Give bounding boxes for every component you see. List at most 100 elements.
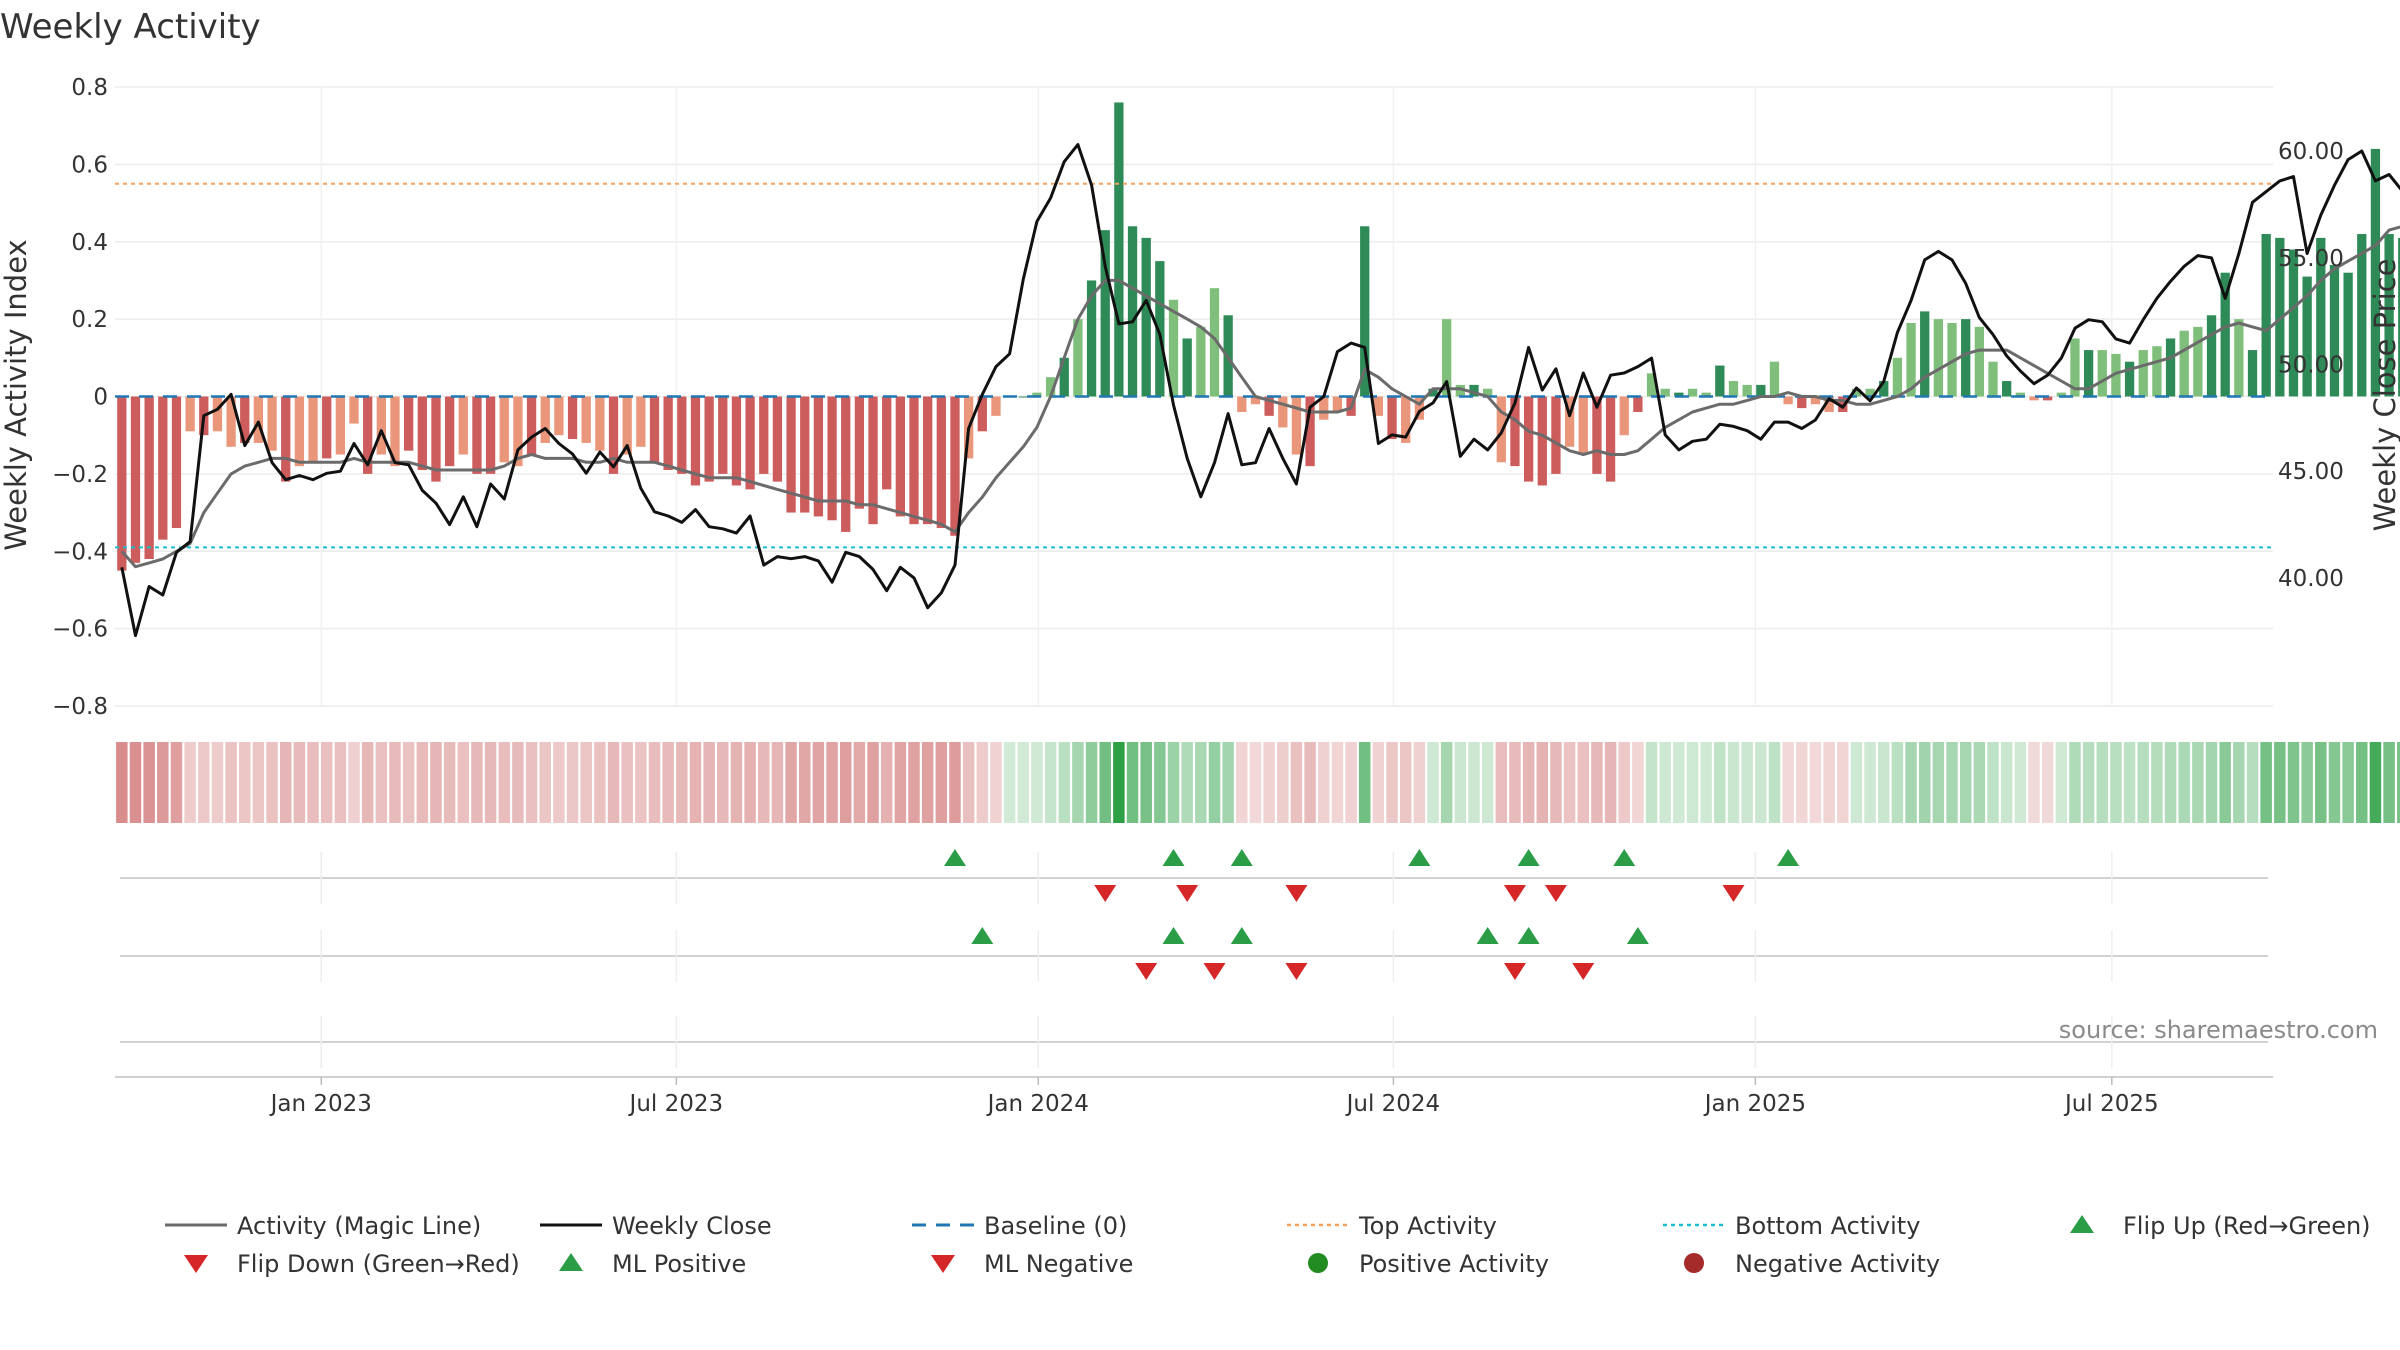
activity-bar [1756,384,1766,397]
activity-bar [595,396,605,451]
activity-bar [1578,396,1588,455]
activity-bar [1278,396,1288,428]
activity-bar [813,396,824,517]
y2-tick-label: 45.00 [2278,459,2344,485]
heat-strip-cell [1987,742,1999,823]
activity-bar [2384,234,2394,397]
heat-strip-cell [239,742,251,823]
activity-bar [1974,326,1984,397]
heat-strip-cell [648,742,661,823]
y2-tick-label: 60.00 [2278,139,2344,165]
activity-bar [322,396,332,459]
heat-strip-cell [607,742,620,823]
activity-bar [1920,311,1930,397]
heat-strip-cell [129,742,142,823]
legend-item: ML Negative [931,1250,1133,1278]
heat-strip-cell [1782,742,1794,823]
heat-strip-cell [143,742,155,823]
heat-strip-cell [553,742,565,823]
heat-strip-cell [2342,742,2354,823]
heat-strip-cell [2287,742,2300,823]
heat-strip-cell [2397,742,2400,823]
legend-label: Bottom Activity [1735,1212,1920,1240]
activity-bar [1551,396,1561,474]
heat-strip-cell [1031,742,1043,823]
x-tick-label: Jan 2025 [1703,1091,1806,1117]
ml-negative-marker [1203,963,1226,980]
heat-strip-cell [1618,742,1630,823]
heat-strip-cell [771,742,784,823]
heat-strip-cell [921,742,934,823]
activity-bar [1414,396,1425,420]
heat-strip-cell [594,742,606,823]
heat-strip-cell [1522,742,1535,823]
heat-strip-cell [635,742,647,823]
heat-strip-cell [1973,742,1986,823]
heat-strip-cell [334,742,347,823]
activity-bar [827,396,837,521]
heat-strip-cell [1550,742,1562,823]
flip-down-marker [1285,885,1308,902]
heat-strip-cell [293,742,306,823]
ml-positive-marker [1626,927,1649,944]
heat-strip-cell [1632,742,1644,823]
activity-bar [1674,392,1684,397]
activity-bar [130,396,141,563]
heat-strip-cell [2151,742,2163,823]
heat-strip-cell [2260,742,2272,823]
heat-strip-cell [2383,742,2395,823]
legend-item: Negative Activity [1684,1250,1940,1278]
activity-bar [431,396,441,482]
heat-strip-cell [1372,742,1385,823]
activity-bar [1906,322,1916,397]
activity-bar [2316,237,2326,397]
activity-bar [718,396,728,474]
heat-strip-cell [1195,742,1207,823]
activity-bar [1728,381,1739,397]
heat-strip-cell [1399,742,1412,823]
x-axis: Jan 2023 Jul 2023 Jan 2024 Jul 2024 Jan 2025… [115,1076,2273,1117]
activity-bar [567,396,578,440]
activity-bar [1769,361,1780,397]
activity-bar [745,396,755,490]
activity-bar [1127,226,1138,397]
legend-item: Top Activity [1287,1212,1497,1240]
heat-strip-cell [2069,742,2081,823]
heat-strip-cell [211,742,224,823]
y-axis-ticks: 0.8 0.6 0.4 0.2 0 −0.2 −0.4 −0.6 −0.8 [52,75,108,720]
heat-strip-cell [1918,742,1931,823]
heat-strip-cell [894,742,907,823]
heat-strip-cell [2178,742,2190,823]
heat-strip-cell [2082,742,2095,823]
activity-heat-strip [116,742,2400,823]
activity-bar [608,396,619,474]
y-tick-label: 0 [93,385,108,411]
activity-bar [1742,384,1752,397]
activity-bar [376,396,386,455]
activity-bar [1510,396,1520,467]
legend-label: Top Activity [1358,1212,1497,1240]
heat-strip-cell [198,742,210,823]
x-tick-label: Jul 2024 [1345,1091,1441,1117]
activity-bar [1469,384,1479,397]
activity-bar [554,396,564,436]
heat-strip-cell [1017,742,1030,823]
heat-strip-cell [225,742,237,823]
activity-bar [2124,361,2135,397]
activity-bar [704,396,714,482]
y-tick-label: 0.2 [71,307,108,333]
heat-strip-cell [2123,742,2136,823]
heat-strip-cell [799,742,811,823]
heat-strip-cell [1358,742,1371,823]
heat-strip-cell [1413,742,1426,823]
activity-bar [2370,148,2381,397]
series-lines [120,143,2400,638]
activity-bar [1237,396,1247,412]
legend-item: Activity (Magic Line) [165,1212,481,1240]
heat-strip-cell [539,742,551,823]
activity-bar [335,396,346,455]
activity-bar [1824,396,1834,412]
heat-strip-cell [184,742,196,823]
activity-bar [2179,330,2189,397]
